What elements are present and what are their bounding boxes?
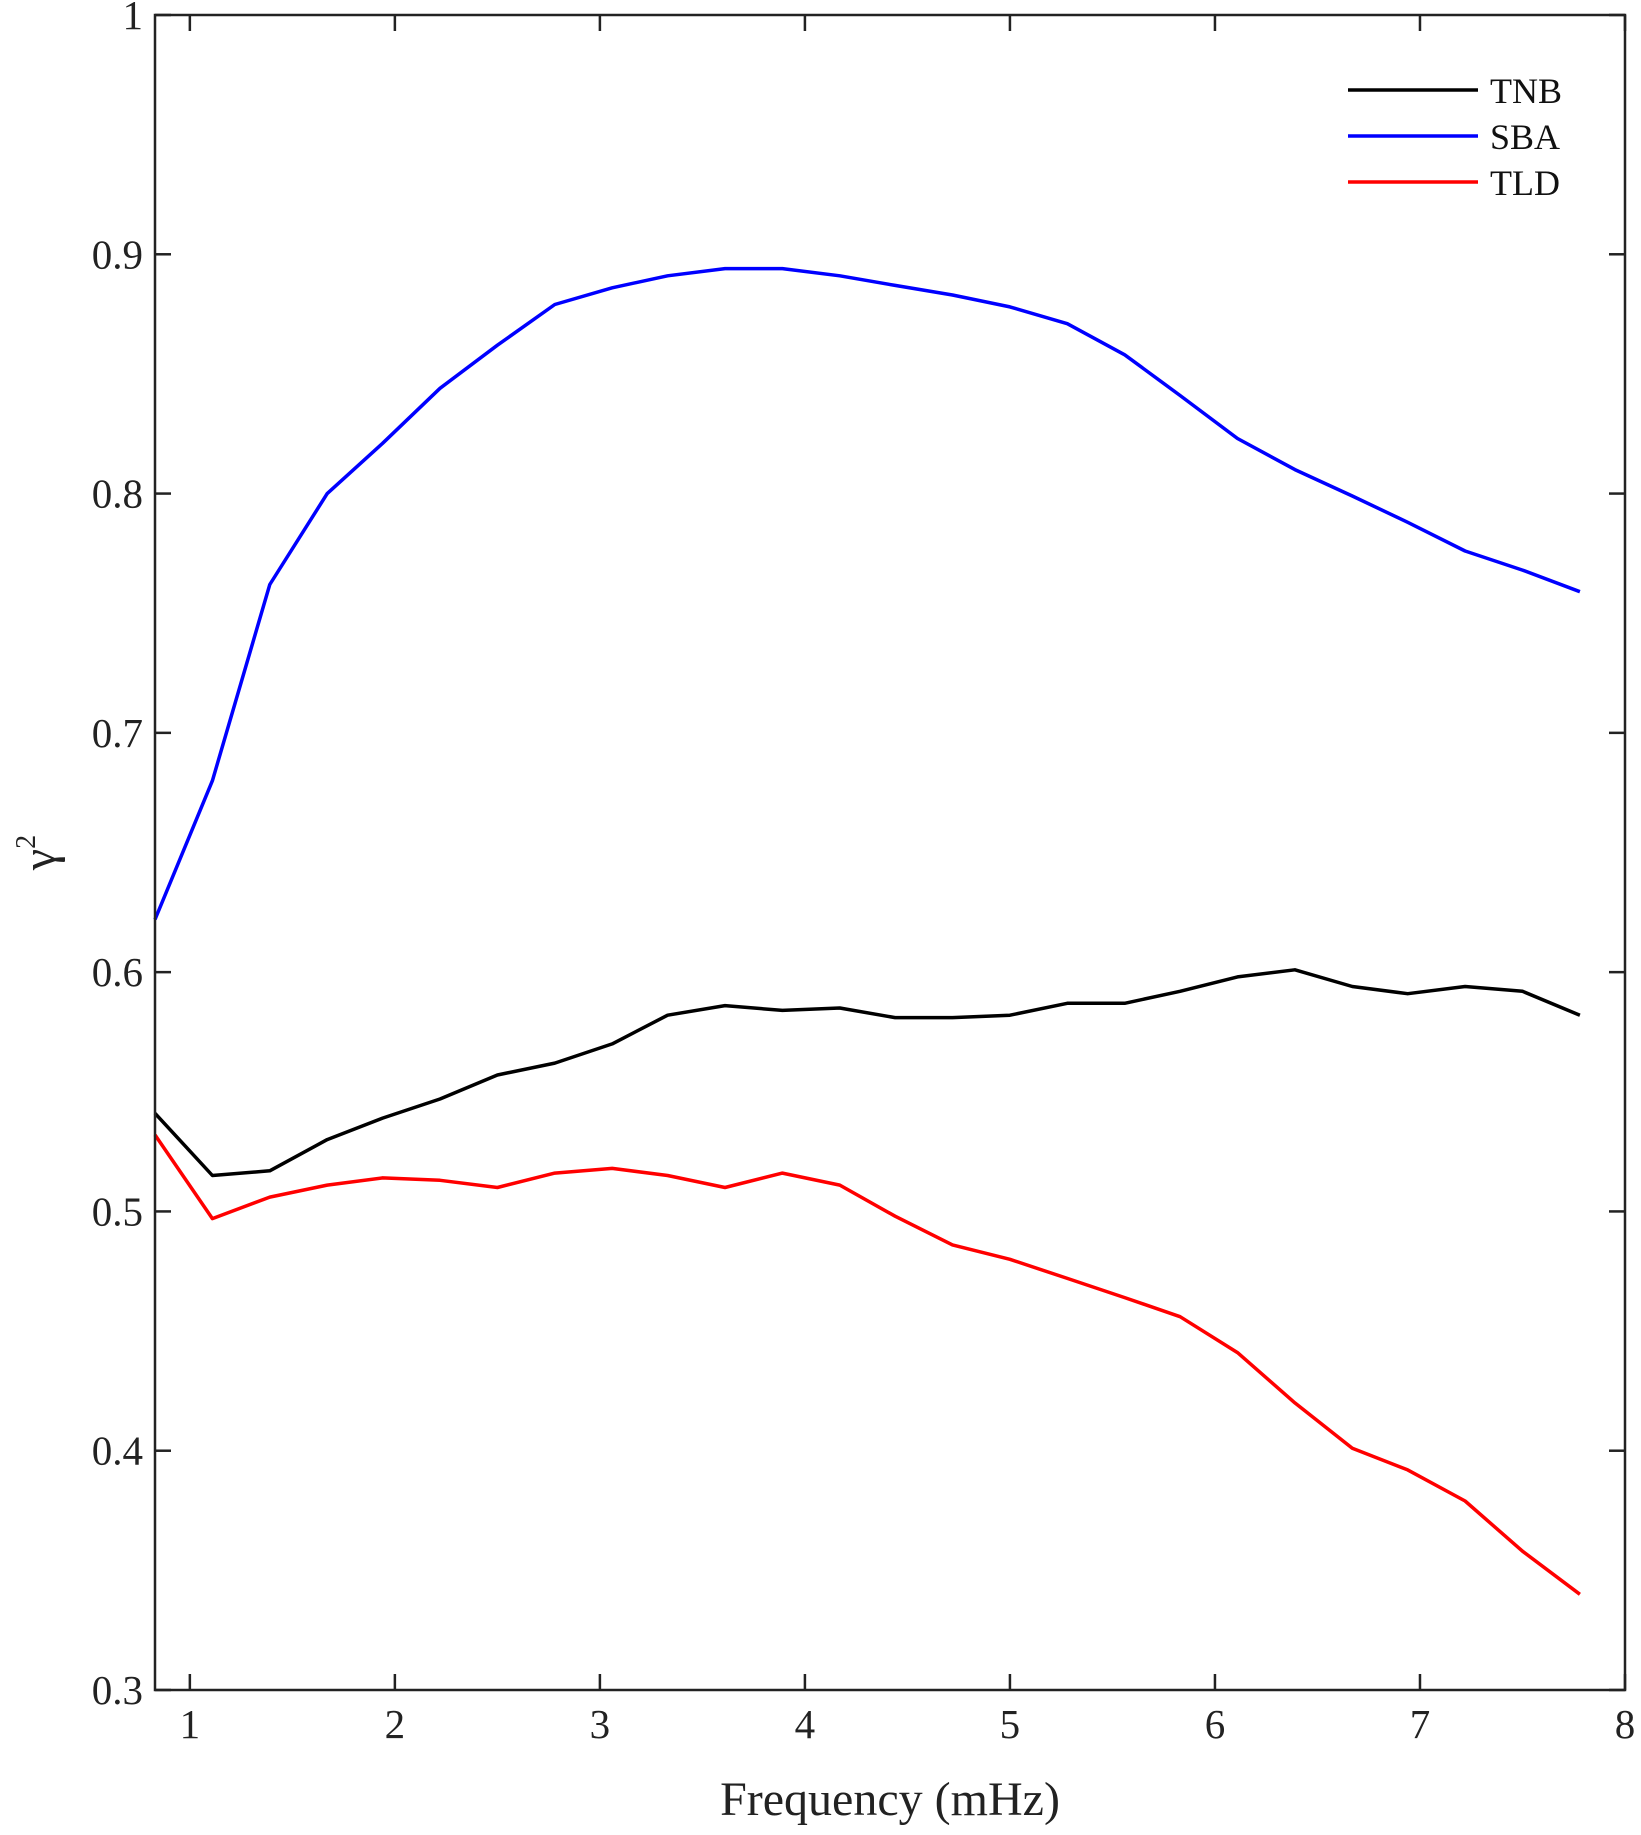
y-axis-title-symbol: γ [13,849,66,871]
y-tick-label: 0.9 [92,231,143,277]
x-tick-label: 6 [1205,1701,1226,1747]
plot-frame [153,13,1627,1692]
y-tick-labels: 0.3 0.4 0.5 0.6 0.7 0.8 0.9 1 [92,0,143,1713]
y-tick-label: 0.7 [92,710,143,756]
x-tick-label: 7 [1410,1701,1431,1747]
y-tick-label: 0.4 [92,1428,143,1474]
y-tick-label: 0.8 [92,471,143,517]
series-layer [153,266,1581,1596]
y-tick-label: 0.5 [92,1188,143,1234]
legend: TNB SBA TLD [1348,71,1562,203]
series-line-tnb [153,968,1581,1178]
x-tick-label: 2 [385,1701,406,1747]
y-tick-label: 0.6 [92,949,143,995]
y-tick-label: 0.3 [92,1667,143,1713]
x-tick-label: 1 [180,1701,201,1747]
legend-label-sba: SBA [1490,117,1560,157]
legend-label-tld: TLD [1490,163,1560,203]
x-tick-label: 4 [795,1701,816,1747]
x-tick-label: 8 [1615,1701,1636,1747]
y-axis-title-superscript: 2 [11,835,42,849]
series-line-sba [153,266,1581,921]
ticks-layer [155,13,1627,1692]
legend-label-tnb: TNB [1490,71,1562,111]
x-axis-title: Frequency (mHz) [720,1773,1060,1826]
y-axis-title: γ2 [11,835,66,871]
series-line-tld [153,1133,1581,1596]
x-tick-labels: 1 2 3 4 5 6 7 8 [180,1701,1636,1747]
y-tick-label: 1 [123,0,144,38]
x-tick-label: 5 [1000,1701,1021,1747]
x-tick-label: 3 [590,1701,611,1747]
